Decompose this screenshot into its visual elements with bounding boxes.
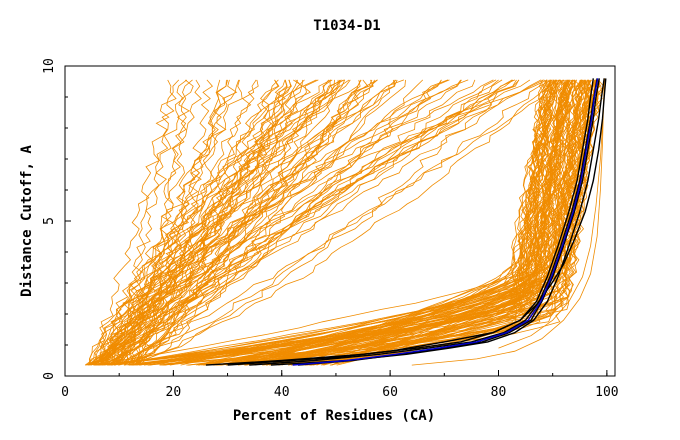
model-line [330, 79, 556, 366]
model-line [99, 79, 280, 366]
y-tick-label: 5 [42, 217, 57, 225]
y-tick-label: 0 [42, 372, 57, 380]
model-line [131, 79, 602, 366]
model-line [98, 79, 548, 366]
model-line [102, 79, 243, 366]
series-line-5 [292, 78, 599, 366]
model-line [136, 79, 517, 366]
model-line [102, 79, 214, 366]
series-line-3 [270, 78, 605, 366]
model-line [133, 79, 335, 366]
axis-ticks: 0 20 40 60 80 100 0 5 10 [42, 58, 619, 400]
x-tick-label: 20 [166, 385, 182, 400]
model-line [411, 78, 605, 366]
model-line [498, 78, 606, 349]
model-line [94, 79, 177, 366]
model-line [95, 79, 340, 366]
model-line [308, 79, 570, 366]
model-line [138, 79, 544, 366]
model-line [102, 79, 286, 366]
y-tick-label: 10 [42, 58, 57, 74]
model-line [122, 79, 395, 366]
model-line [99, 79, 259, 366]
model-line [246, 79, 590, 366]
model-line [88, 79, 305, 366]
model-line [106, 79, 362, 366]
x-axis-label: Percent of Residues (CA) [233, 408, 435, 424]
model-line [98, 79, 228, 366]
model-line [127, 79, 497, 366]
model-line [98, 79, 288, 366]
model-line [88, 79, 494, 366]
model-line [292, 79, 585, 366]
model-line [186, 79, 582, 366]
model-line [114, 79, 558, 366]
model-line [93, 79, 304, 366]
model-line [84, 79, 303, 366]
model-line [127, 79, 333, 366]
series-lines [205, 78, 607, 366]
model-line [245, 79, 592, 366]
model-line [110, 79, 558, 366]
x-tick-label: 80 [491, 385, 507, 400]
y-axis-label: Distance Cutoff, A [19, 145, 35, 297]
model-line [124, 79, 553, 366]
series-line-4 [227, 78, 607, 366]
model-lines [84, 78, 606, 366]
x-tick-label: 60 [382, 385, 398, 400]
model-line [89, 79, 449, 366]
model-line [205, 79, 561, 366]
model-line [112, 79, 514, 366]
model-line [312, 79, 564, 366]
model-line [131, 79, 516, 366]
model-line [90, 79, 227, 366]
model-line [120, 79, 476, 366]
x-tick-label: 40 [274, 385, 290, 400]
chart-title: T1034-D1 [313, 18, 380, 34]
x-tick-label: 100 [595, 385, 618, 400]
model-line [106, 79, 405, 366]
model-line [128, 79, 396, 366]
model-line [113, 79, 180, 366]
model-line [104, 79, 292, 366]
series-line-1 [249, 78, 598, 366]
model-line [104, 79, 238, 366]
model-line [336, 79, 574, 366]
model-line [93, 79, 202, 366]
model-line [99, 79, 397, 366]
x-tick-label: 0 [61, 385, 69, 400]
model-line [95, 79, 406, 366]
model-line [110, 79, 304, 366]
model-line [90, 79, 279, 366]
model-line [92, 79, 188, 366]
model-line [116, 79, 503, 366]
model-line [97, 79, 583, 366]
model-line [84, 79, 240, 366]
model-line [108, 79, 194, 366]
model-line [310, 79, 552, 366]
model-line [128, 79, 317, 366]
